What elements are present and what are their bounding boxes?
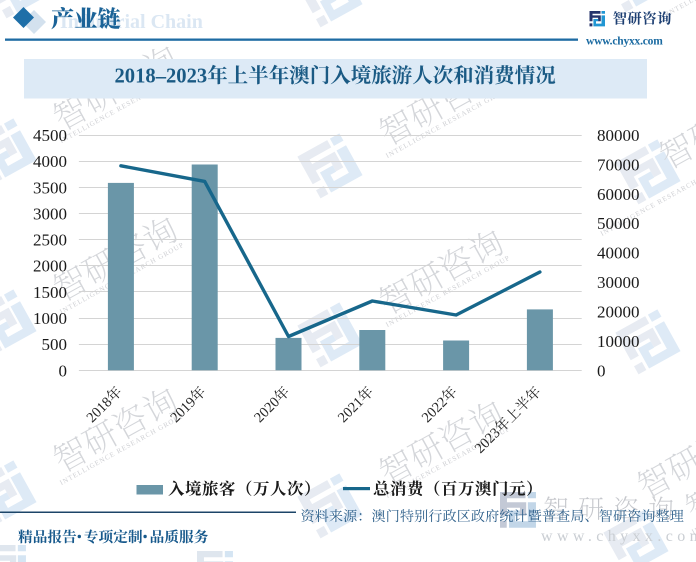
svg-text:10000: 10000 <box>597 332 640 351</box>
svg-text:2000: 2000 <box>33 257 67 276</box>
svg-text:2018–2023: 2018–2023 <box>115 66 208 88</box>
svg-text:0: 0 <box>59 361 68 380</box>
svg-text:1500: 1500 <box>33 283 67 302</box>
svg-text:20000: 20000 <box>597 303 640 322</box>
svg-text:3000: 3000 <box>33 205 67 224</box>
svg-text:40000: 40000 <box>597 244 640 263</box>
svg-text:2021: 2021 <box>335 394 367 426</box>
svg-text:50000: 50000 <box>597 214 640 233</box>
svg-text:3500: 3500 <box>33 178 67 197</box>
svg-text:2018: 2018 <box>84 394 116 426</box>
svg-text:70000: 70000 <box>597 155 640 174</box>
svg-text:www.chyxx.com: www.chyxx.com <box>541 528 696 545</box>
svg-text:INTELLIGENCE RESEARCH GROUP: INTELLIGENCE RESEARCH GROUP <box>691 461 696 536</box>
svg-text:2500: 2500 <box>33 231 67 250</box>
svg-text:Industrial Chain: Industrial Chain <box>60 11 203 33</box>
svg-text:80000: 80000 <box>597 126 640 145</box>
svg-text:INTELLIGENCE RESEARCH GROUP: INTELLIGENCE RESEARCH GROUP <box>59 412 186 487</box>
svg-text:2020: 2020 <box>251 394 283 426</box>
svg-text:1000: 1000 <box>33 309 67 328</box>
svg-text:www.chyxx.com: www.chyxx.com <box>586 36 663 48</box>
svg-text:0: 0 <box>597 361 606 380</box>
svg-text:60000: 60000 <box>597 185 640 204</box>
svg-text:2022: 2022 <box>419 394 451 426</box>
svg-text:4000: 4000 <box>33 152 67 171</box>
svg-text:4500: 4500 <box>33 126 67 145</box>
svg-text:500: 500 <box>42 335 68 354</box>
svg-text:30000: 30000 <box>597 273 640 292</box>
